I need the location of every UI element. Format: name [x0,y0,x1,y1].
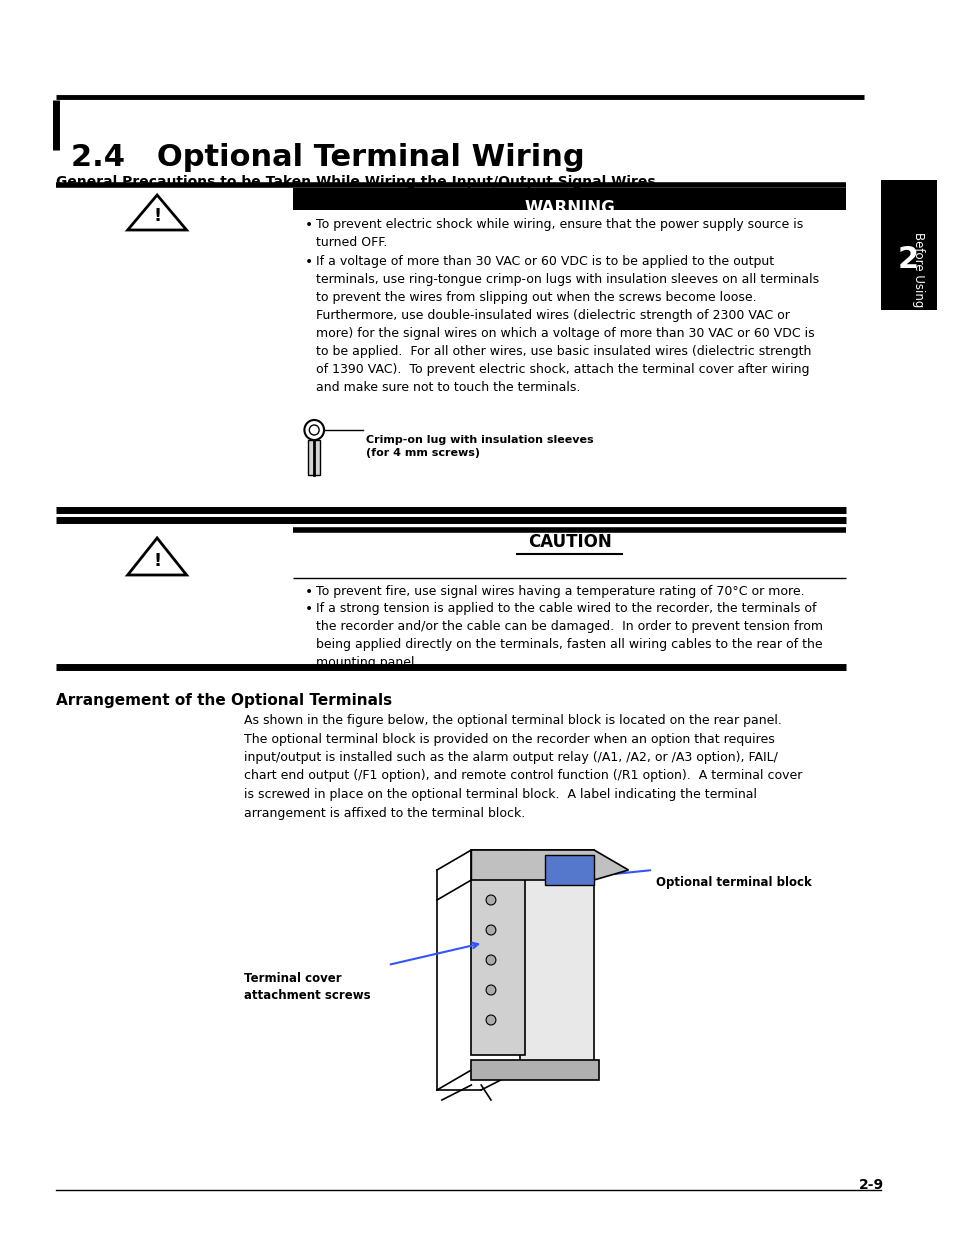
Bar [471,850,525,1055]
Bar [471,1060,598,1079]
Text: !: ! [152,552,161,571]
Text: •: • [304,219,313,232]
Text: WARNING: WARNING [523,199,615,217]
Circle shape [486,986,496,995]
Text: To prevent fire, use signal wires having a temperature rating of 70°C or more.: To prevent fire, use signal wires having… [315,585,804,598]
Bar [293,188,845,210]
Circle shape [486,895,496,905]
Text: •: • [304,585,313,599]
Text: Optional terminal block: Optional terminal block [656,876,811,889]
Bar [880,180,936,310]
Text: If a strong tension is applied to the cable wired to the recorder, the terminals: If a strong tension is applied to the ca… [315,601,822,669]
Text: To prevent electric shock while wiring, ensure that the power supply source is
t: To prevent electric shock while wiring, … [315,219,802,249]
Text: Terminal cover
attachment screws: Terminal cover attachment screws [243,972,370,1002]
Text: !: ! [152,207,161,225]
Circle shape [486,1015,496,1025]
Circle shape [486,925,496,935]
Bar [520,850,594,1070]
Text: As shown in the figure below, the optional terminal block is located on the rear: As shown in the figure below, the option… [243,714,801,820]
Text: Arrangement of the Optional Terminals: Arrangement of the Optional Terminals [56,693,392,708]
Bar [308,440,320,475]
Polygon shape [471,850,628,881]
Text: Before Using the Recorder: Before Using the Recorder [911,232,923,388]
Text: Crimp-on lug with insulation sleeves
(for 4 mm screws): Crimp-on lug with insulation sleeves (fo… [366,435,594,458]
Text: CAUTION: CAUTION [527,534,611,551]
Circle shape [486,955,496,965]
Text: General Precautions to be Taken While Wiring the Input/Output Signal Wires: General Precautions to be Taken While Wi… [56,175,655,189]
Text: •: • [304,601,313,616]
Text: 2-9: 2-9 [858,1178,882,1192]
Text: If a voltage of more than 30 VAC or 60 VDC is to be applied to the output
termin: If a voltage of more than 30 VAC or 60 V… [315,254,819,394]
Bar [544,855,594,885]
Text: 2: 2 [897,245,918,274]
Text: •: • [304,254,313,269]
Text: 2.4   Optional Terminal Wiring: 2.4 Optional Terminal Wiring [71,143,584,172]
